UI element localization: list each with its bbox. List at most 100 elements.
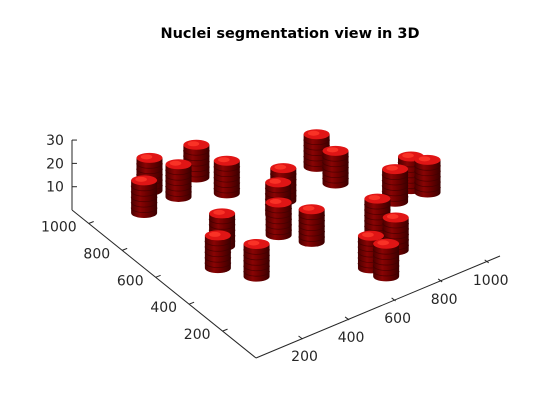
y-tick-label: 800 bbox=[83, 246, 110, 262]
nucleus-top-shine bbox=[362, 232, 374, 238]
z-tick-label: 20 bbox=[46, 156, 64, 172]
nucleus bbox=[322, 145, 349, 189]
nucleus-layer-line bbox=[213, 171, 241, 178]
x-tick-label: 400 bbox=[338, 330, 365, 346]
nucleus-top-shine bbox=[169, 160, 182, 166]
y-tick-label: 1000 bbox=[41, 220, 77, 236]
nucleus-layer-line bbox=[130, 191, 158, 197]
nucleus-top-shine bbox=[418, 156, 431, 162]
x-tick-mark bbox=[344, 316, 350, 321]
x-tick-mark bbox=[484, 259, 490, 264]
nucleus-layer-line bbox=[243, 254, 270, 261]
nucleus-top-shine bbox=[386, 165, 398, 171]
y-tick-label: 200 bbox=[184, 327, 211, 343]
x-axis-line bbox=[255, 255, 501, 359]
z-tick-label: 30 bbox=[46, 133, 64, 149]
nucleus-layer-line bbox=[213, 187, 241, 194]
nucleus-layer-line bbox=[265, 224, 293, 230]
nucleus-layer-line bbox=[322, 167, 349, 173]
nucleus-layer-line bbox=[243, 249, 270, 255]
nucleus-layer-line bbox=[204, 246, 232, 252]
nucleus-layer-line bbox=[372, 270, 400, 277]
nucleus-top-shine bbox=[302, 205, 315, 211]
nucleus-top-shine bbox=[377, 240, 390, 246]
nucleus-top-shine bbox=[140, 154, 153, 160]
nucleus-layer-line bbox=[381, 190, 409, 197]
nucleus-layer-line bbox=[265, 213, 293, 219]
nucleus bbox=[165, 159, 192, 202]
nucleus-layer-line bbox=[372, 249, 400, 255]
nucleus-layer-line bbox=[165, 185, 192, 192]
nucleus-layer-line bbox=[130, 196, 158, 203]
nucleus-layer-line bbox=[243, 265, 270, 272]
nucleus bbox=[204, 230, 232, 274]
y-tick-mark bbox=[222, 328, 228, 332]
nucleus-layer-line bbox=[414, 170, 441, 177]
axes bbox=[71, 140, 501, 359]
nucleus-top-shine bbox=[187, 141, 200, 147]
nucleus-layer-line bbox=[182, 155, 210, 162]
nuclei-layer bbox=[130, 129, 441, 282]
nucleus-top-shine bbox=[368, 195, 381, 201]
nucleus-top-shine bbox=[307, 130, 320, 136]
nucleus-layer-line bbox=[372, 259, 400, 266]
nucleus-layer-line bbox=[265, 207, 293, 214]
x-tick-label: 1000 bbox=[473, 273, 509, 289]
nucleus-layer-line bbox=[414, 181, 441, 188]
nucleus-top-shine bbox=[217, 157, 230, 163]
nucleus-layer-line bbox=[364, 209, 391, 215]
nucleus bbox=[243, 238, 270, 282]
chart-title: Nuclei segmentation view in 3D bbox=[160, 26, 419, 42]
x-tick-label: 200 bbox=[291, 349, 318, 365]
nucleus-layer-line bbox=[165, 180, 192, 187]
nucleus-layer-line bbox=[243, 271, 270, 277]
nucleus-layer-line bbox=[208, 218, 236, 225]
nucleus-layer-line bbox=[130, 185, 158, 192]
nucleus-layer-line bbox=[213, 166, 241, 172]
nucleus-layer-line bbox=[381, 185, 409, 191]
nucleus-top-shine bbox=[274, 164, 287, 170]
nucleus-top-shine bbox=[402, 152, 414, 158]
nucleus-layer-line bbox=[265, 218, 293, 225]
nucleus-layer-line bbox=[298, 214, 326, 221]
nucleus-layer-line bbox=[381, 174, 409, 180]
nucleus-layer-line bbox=[298, 230, 326, 237]
y-tick-mark bbox=[88, 221, 94, 224]
y-tick-label: 600 bbox=[117, 273, 144, 289]
nucleus-top-shine bbox=[213, 209, 225, 215]
nucleus bbox=[213, 155, 241, 199]
nucleus-layer-line bbox=[322, 161, 349, 168]
nucleus-layer-line bbox=[298, 236, 326, 242]
nucleus-layer-line bbox=[204, 257, 232, 263]
nucleus-layer-line bbox=[364, 203, 391, 210]
y-axis-line bbox=[71, 209, 257, 359]
nucleus-layer-line bbox=[213, 182, 241, 188]
nucleus-layer-line bbox=[165, 191, 192, 197]
nucleus bbox=[265, 197, 293, 241]
nucleus-top-shine bbox=[247, 240, 260, 246]
x-tick-label: 600 bbox=[384, 311, 411, 327]
nucleus-layer-line bbox=[382, 222, 410, 229]
y-tick-label: 400 bbox=[150, 300, 177, 316]
nucleus-top-shine bbox=[269, 198, 282, 204]
nucleus-layer-line bbox=[322, 156, 349, 162]
nucleus-layer-line bbox=[136, 168, 163, 175]
y-tick-group: 200 400 600 800 1000 bbox=[41, 220, 228, 343]
y-tick-mark bbox=[121, 247, 128, 251]
z-tick-label: 10 bbox=[46, 180, 64, 196]
nucleus-layer-line bbox=[322, 177, 349, 184]
nucleus-top-shine bbox=[326, 147, 339, 153]
nucleus-layer-line bbox=[208, 224, 236, 230]
nucleus-top-shine bbox=[209, 231, 221, 237]
x-tick-mark bbox=[391, 297, 396, 302]
nucleus-layer-line bbox=[165, 169, 192, 176]
z-tick-group: 10 20 30 bbox=[46, 133, 77, 196]
nucleus-layer-line bbox=[298, 220, 326, 226]
nucleus bbox=[414, 154, 441, 198]
nucleus-layer-line bbox=[243, 260, 270, 266]
nucleus-layer-line bbox=[372, 265, 400, 271]
nucleus-layer-line bbox=[381, 179, 409, 186]
nucleus-layer-line bbox=[130, 202, 158, 208]
nucleus bbox=[372, 238, 400, 282]
nucleus-layer-line bbox=[265, 229, 293, 236]
